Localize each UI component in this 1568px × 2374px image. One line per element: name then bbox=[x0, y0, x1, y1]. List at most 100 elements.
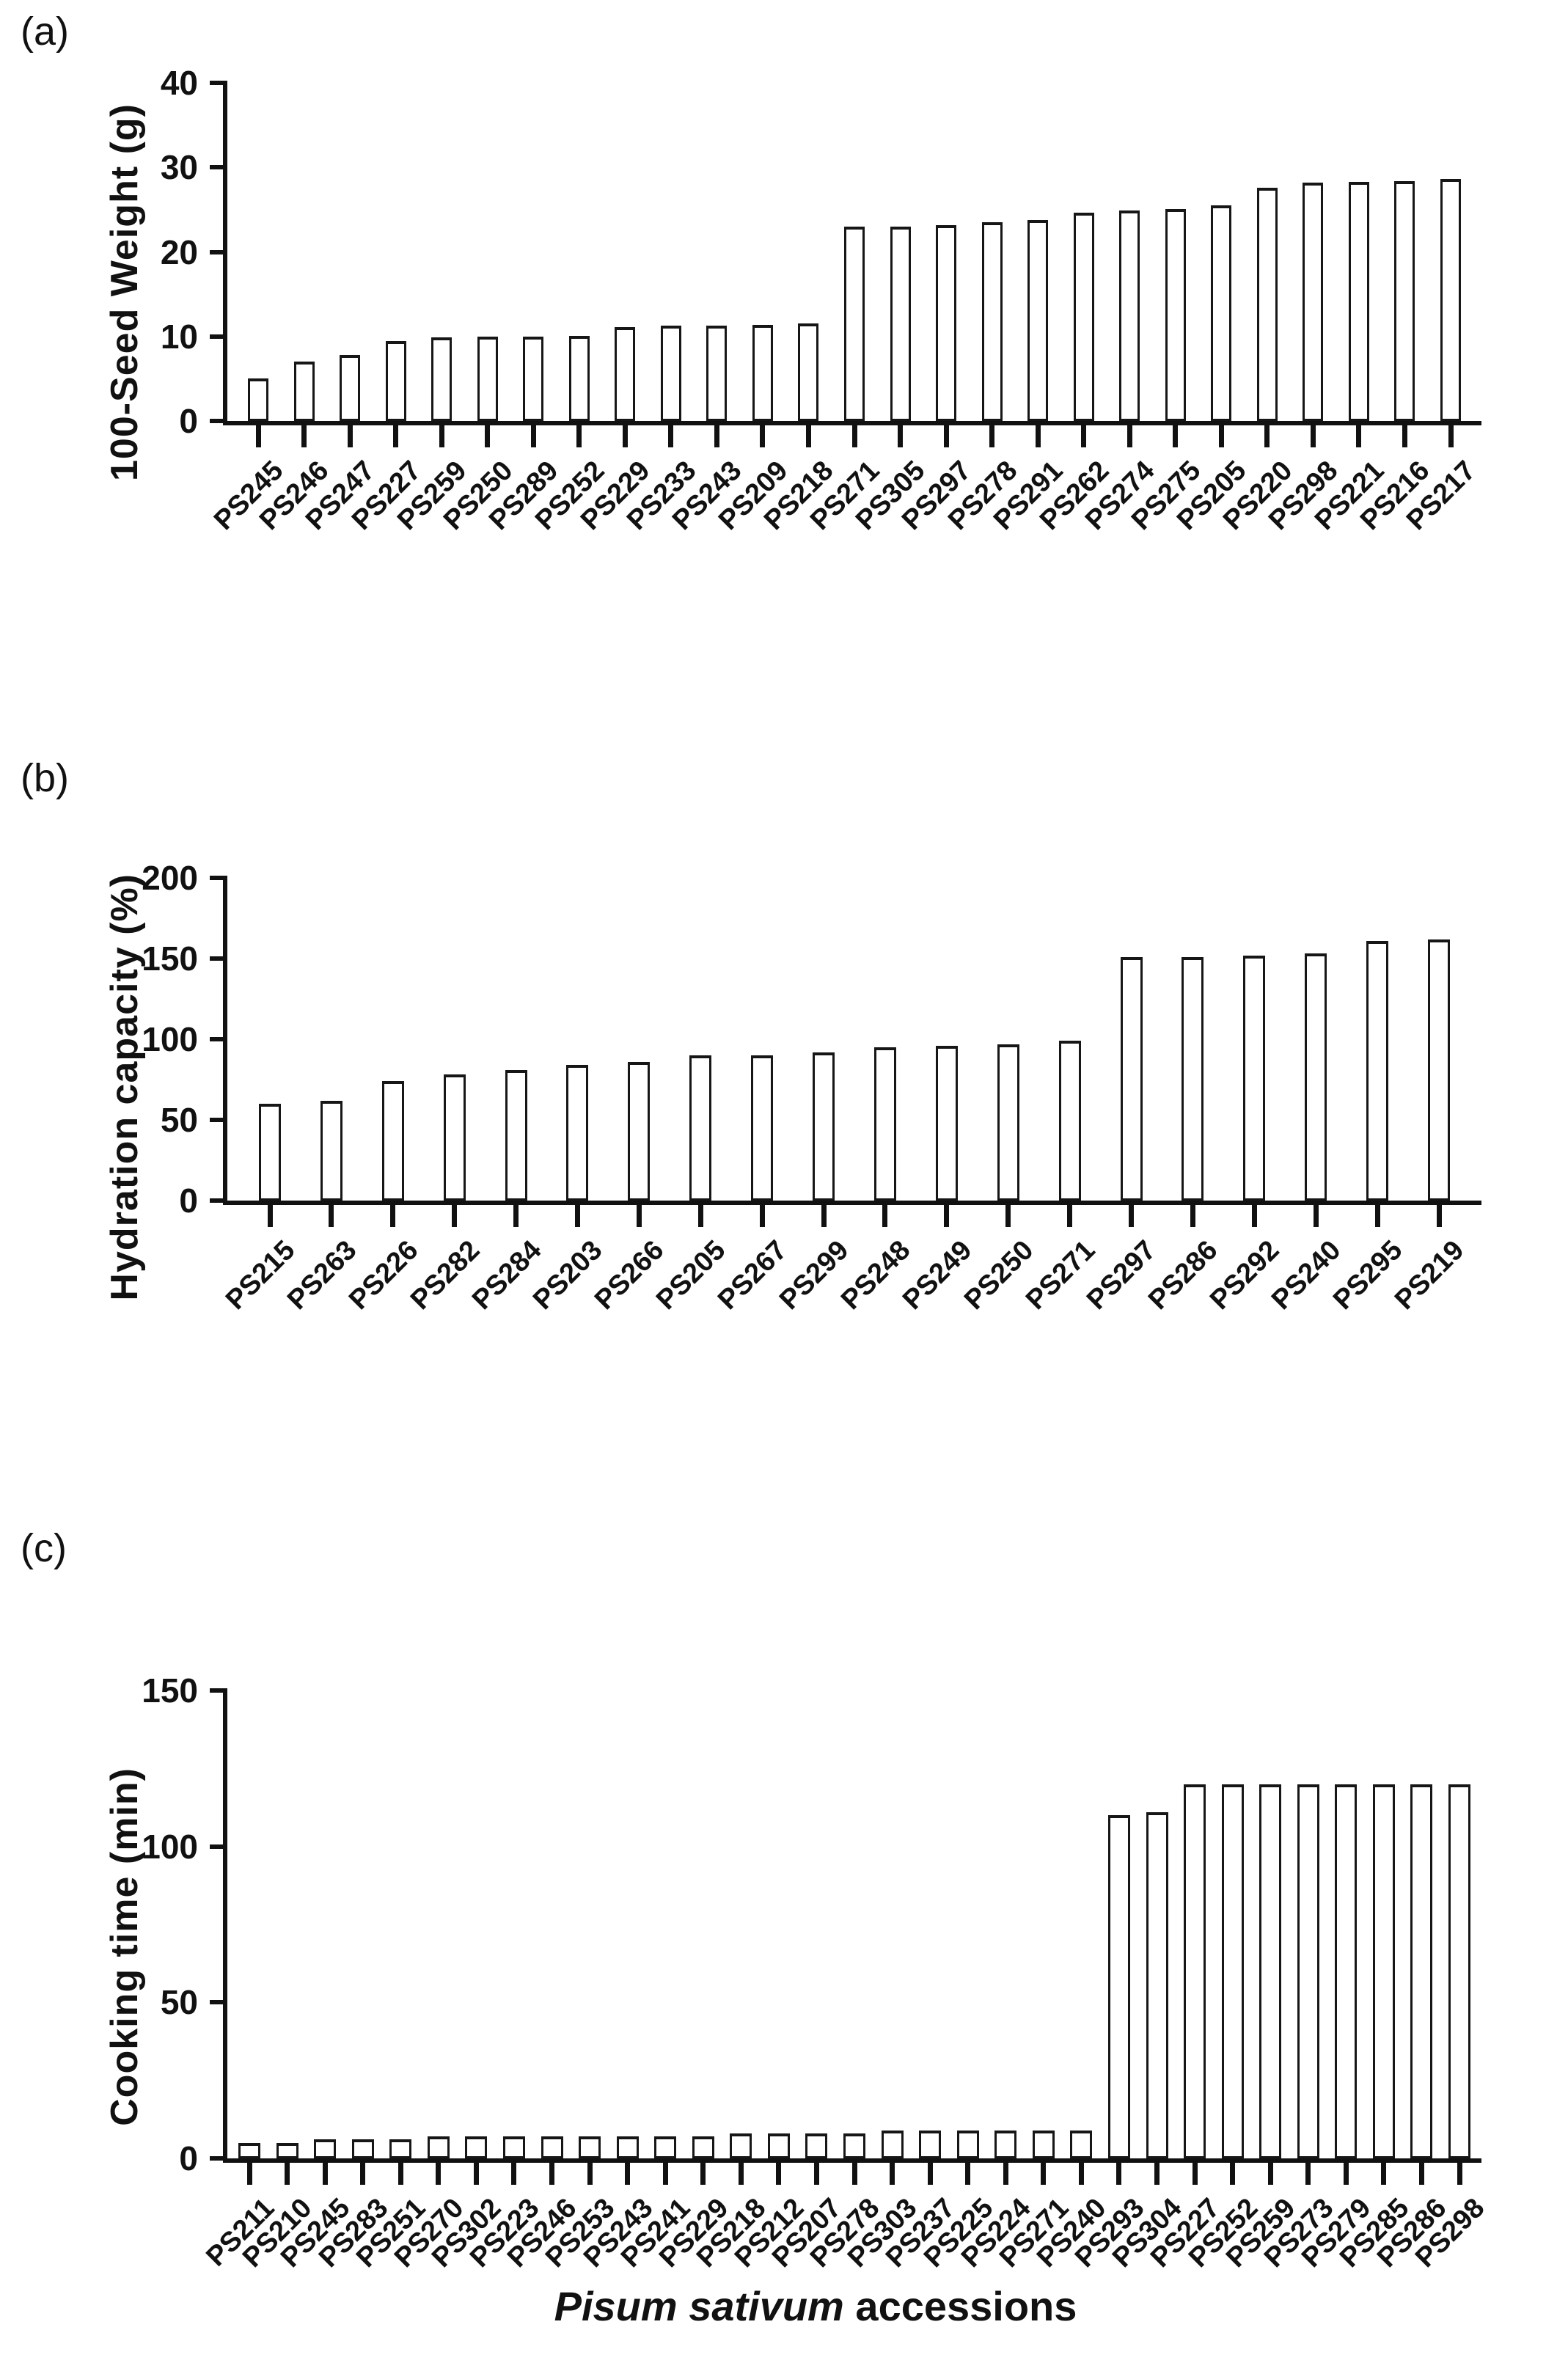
x-tick bbox=[1402, 425, 1407, 447]
bar-PS212 bbox=[767, 2133, 790, 2158]
x-tick bbox=[851, 425, 857, 447]
y-tick bbox=[210, 2000, 227, 2005]
x-axis-title: Pisum sativum accessions bbox=[150, 2282, 1481, 2330]
bar-PS295 bbox=[1366, 941, 1389, 1201]
x-tick bbox=[587, 2163, 593, 2185]
x-tick bbox=[1005, 1205, 1011, 1227]
x-tick bbox=[714, 425, 719, 447]
y-tick-label: 150 bbox=[142, 1671, 198, 1710]
x-category-label: PS215 bbox=[219, 1234, 301, 1316]
y-tick-label: 10 bbox=[160, 317, 198, 356]
y-axis-title-box-c: Cooking time (min) bbox=[94, 1690, 155, 2202]
bar-PS249 bbox=[935, 1046, 958, 1201]
y-tick bbox=[210, 165, 227, 170]
x-tick bbox=[301, 425, 307, 447]
bar-PS285 bbox=[1372, 1784, 1395, 2158]
x-tick bbox=[813, 2163, 819, 2185]
x-tick bbox=[390, 1205, 396, 1227]
y-tick-label: 0 bbox=[179, 2139, 198, 2177]
plot-area-a: 0 10 20 30 40 PS245 PS246 PS247 PS227 PS259 PS250 P… bbox=[161, 66, 1481, 536]
bar-PS247 bbox=[340, 355, 361, 421]
x-axis-title-species: Pisum sativum bbox=[554, 2283, 844, 2329]
bar-PS245 bbox=[314, 2139, 337, 2158]
x-tick bbox=[452, 1205, 458, 1227]
x-tick bbox=[776, 2163, 782, 2185]
x-tick bbox=[1129, 1205, 1135, 1227]
bar-PS274 bbox=[1119, 210, 1140, 421]
x-category-label: PS249 bbox=[896, 1234, 978, 1316]
bar-PS286 bbox=[1182, 957, 1204, 1201]
x-tick bbox=[1230, 2163, 1236, 2185]
bar-PS219 bbox=[1428, 939, 1450, 1201]
bar-PS292 bbox=[1243, 956, 1266, 1201]
x-tick bbox=[1374, 1205, 1380, 1227]
x-tick bbox=[255, 425, 261, 447]
x-category-label: PS267 bbox=[712, 1234, 794, 1316]
y-tick bbox=[210, 334, 227, 339]
bar-PS271 bbox=[1058, 1041, 1081, 1201]
x-tick bbox=[738, 2163, 744, 2185]
y-tick bbox=[210, 1037, 227, 1041]
y-tick bbox=[210, 1118, 227, 1122]
bar-PS243 bbox=[616, 2136, 639, 2158]
x-tick bbox=[511, 2163, 517, 2185]
bar-PS215 bbox=[259, 1104, 281, 1201]
bar-PS262 bbox=[1073, 213, 1094, 421]
bar-PS263 bbox=[320, 1101, 342, 1201]
x-category-label: PS263 bbox=[281, 1234, 363, 1316]
x-tick bbox=[473, 2163, 479, 2185]
x-tick bbox=[622, 425, 628, 447]
x-tick bbox=[668, 425, 674, 447]
x-category-label: PS226 bbox=[342, 1234, 425, 1316]
x-tick bbox=[625, 2163, 631, 2185]
bar-PS216 bbox=[1394, 181, 1415, 421]
x-tick bbox=[1313, 1205, 1319, 1227]
bar-PS227 bbox=[1184, 1784, 1206, 2158]
x-category-label: PS271 bbox=[1019, 1234, 1101, 1316]
x-tick bbox=[1418, 2163, 1424, 2185]
bar-PS250 bbox=[997, 1044, 1019, 1201]
x-tick bbox=[1154, 2163, 1159, 2185]
bar-PS273 bbox=[1297, 1784, 1319, 2158]
y-tick-label: 50 bbox=[160, 1101, 198, 1139]
bar-PS224 bbox=[994, 2131, 1017, 2158]
bar-PS271 bbox=[844, 227, 865, 421]
bar-PS282 bbox=[443, 1074, 466, 1201]
x-tick bbox=[530, 425, 536, 447]
x-tick bbox=[760, 425, 766, 447]
bar-PS243 bbox=[706, 326, 728, 421]
x-tick bbox=[944, 1205, 950, 1227]
x-tick bbox=[697, 1205, 703, 1227]
bar-PS229 bbox=[692, 2136, 714, 2158]
x-tick bbox=[576, 425, 582, 447]
x-tick bbox=[882, 1205, 888, 1227]
bar-PS226 bbox=[381, 1081, 404, 1201]
y-tick bbox=[210, 956, 227, 961]
x-tick bbox=[636, 1205, 642, 1227]
bar-PS220 bbox=[1256, 188, 1278, 421]
x-tick bbox=[1305, 2163, 1311, 2185]
x-tick bbox=[285, 2163, 290, 2185]
x-tick bbox=[1436, 1205, 1442, 1227]
bar-PS304 bbox=[1146, 1812, 1168, 2158]
bar-PS218 bbox=[730, 2133, 752, 2158]
plot-area-c: 0 50 100 150 PS211 PS210 PS245 PS283 PS251 PS270 P… bbox=[142, 1674, 1490, 2274]
panel-label-a: (a) bbox=[21, 10, 69, 54]
x-tick bbox=[322, 2163, 328, 2185]
x-tick bbox=[360, 2163, 366, 2185]
x-tick bbox=[1126, 425, 1132, 447]
bar-PS302 bbox=[465, 2136, 488, 2158]
bar-PS283 bbox=[351, 2139, 374, 2158]
x-tick bbox=[1381, 2163, 1387, 2185]
bar-PS211 bbox=[238, 2143, 260, 2158]
x-tick bbox=[1264, 425, 1270, 447]
bar-PS278 bbox=[981, 222, 1003, 421]
x-category-label: PS297 bbox=[1081, 1234, 1162, 1316]
bar-PS221 bbox=[1348, 182, 1369, 421]
y-tick-label: 200 bbox=[142, 859, 198, 897]
y-tick-label: 150 bbox=[142, 939, 198, 978]
bar-PS253 bbox=[579, 2136, 601, 2158]
x-category-label: PS240 bbox=[1266, 1234, 1347, 1316]
bar-PS233 bbox=[660, 326, 681, 421]
